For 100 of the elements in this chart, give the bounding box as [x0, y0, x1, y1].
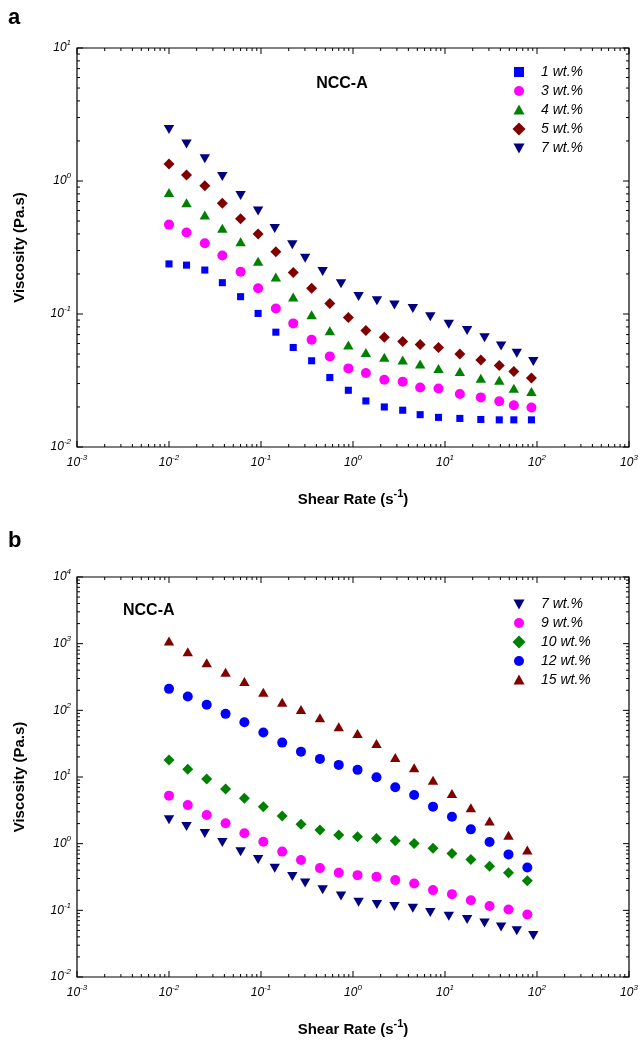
text: NCC-A: [316, 74, 369, 92]
point: [237, 293, 245, 301]
point: [503, 849, 514, 860]
point: [362, 397, 370, 405]
point: [287, 240, 298, 250]
point: [352, 764, 363, 775]
point: [181, 139, 192, 149]
point: [220, 708, 231, 719]
y-axis-title: Viscosity (Pa.s): [10, 721, 28, 833]
point: [399, 406, 407, 414]
point: [465, 803, 477, 813]
point: [380, 403, 388, 411]
point: [163, 125, 175, 135]
point: [484, 860, 496, 872]
point: [484, 901, 495, 912]
point: [306, 334, 317, 345]
legend-label: 7 wt.%: [541, 138, 584, 155]
point: [427, 842, 439, 854]
point: [390, 875, 401, 886]
point: [238, 792, 250, 804]
legend-label: 12 wt.%: [541, 651, 591, 668]
point: [164, 683, 174, 694]
point: [181, 198, 192, 208]
point: [352, 870, 363, 881]
point: [220, 783, 232, 795]
point: [370, 832, 382, 844]
point: [217, 171, 228, 181]
point: [360, 348, 372, 358]
legend-label: 9 wt.%: [541, 613, 584, 630]
point: [182, 261, 191, 269]
point: [306, 282, 318, 294]
point: [324, 326, 336, 336]
point: [257, 801, 269, 813]
point: [254, 309, 262, 317]
point: [201, 773, 213, 785]
point: [253, 283, 264, 294]
legend-label: 5 wt.%: [541, 119, 584, 136]
point: [295, 854, 306, 865]
point: [379, 352, 390, 362]
point: [446, 811, 457, 822]
point: [164, 219, 174, 230]
point: [182, 763, 194, 775]
point: [522, 909, 533, 920]
point: [216, 197, 228, 209]
point: [433, 383, 444, 394]
point: [220, 818, 231, 829]
point: [163, 158, 175, 170]
point: [427, 775, 439, 785]
point: [324, 351, 335, 362]
point: [503, 867, 514, 879]
point: [465, 895, 476, 906]
point: [326, 373, 334, 382]
point: [409, 790, 420, 800]
point: [415, 382, 426, 393]
point: [239, 828, 250, 839]
point: [446, 789, 458, 798]
point: [270, 246, 282, 258]
point: [484, 836, 495, 847]
legend-label: 1 wt.%: [541, 62, 584, 79]
point: [371, 772, 382, 783]
point: [201, 266, 209, 274]
point: [258, 687, 269, 697]
point: [416, 411, 424, 419]
point: [503, 830, 514, 840]
point: [217, 250, 228, 261]
point: [182, 691, 193, 702]
point: [314, 824, 326, 836]
point: [408, 763, 420, 773]
point: [333, 867, 344, 878]
point: [220, 667, 231, 677]
point: [433, 363, 444, 373]
point: [314, 753, 325, 764]
point: [428, 801, 439, 812]
point: [314, 863, 325, 874]
point: [522, 845, 533, 855]
point: [397, 376, 408, 387]
point: [182, 800, 193, 811]
point: [324, 297, 336, 309]
point: [235, 237, 246, 247]
point: [371, 871, 382, 882]
legend-label: 3 wt.%: [541, 81, 584, 98]
point: [252, 228, 264, 240]
point: [252, 206, 264, 216]
point: [343, 363, 354, 374]
point: [277, 846, 288, 857]
point: [352, 831, 364, 843]
point: [276, 810, 288, 822]
point: [352, 728, 363, 738]
point: [344, 386, 352, 394]
point: [295, 746, 306, 757]
point: [433, 341, 445, 353]
point: [235, 213, 247, 225]
point: [235, 190, 246, 200]
point: [360, 325, 372, 337]
point: [272, 328, 280, 336]
point: [199, 180, 211, 192]
point: [181, 227, 192, 238]
point: [258, 727, 269, 738]
point: [414, 338, 426, 350]
point: [239, 677, 250, 687]
